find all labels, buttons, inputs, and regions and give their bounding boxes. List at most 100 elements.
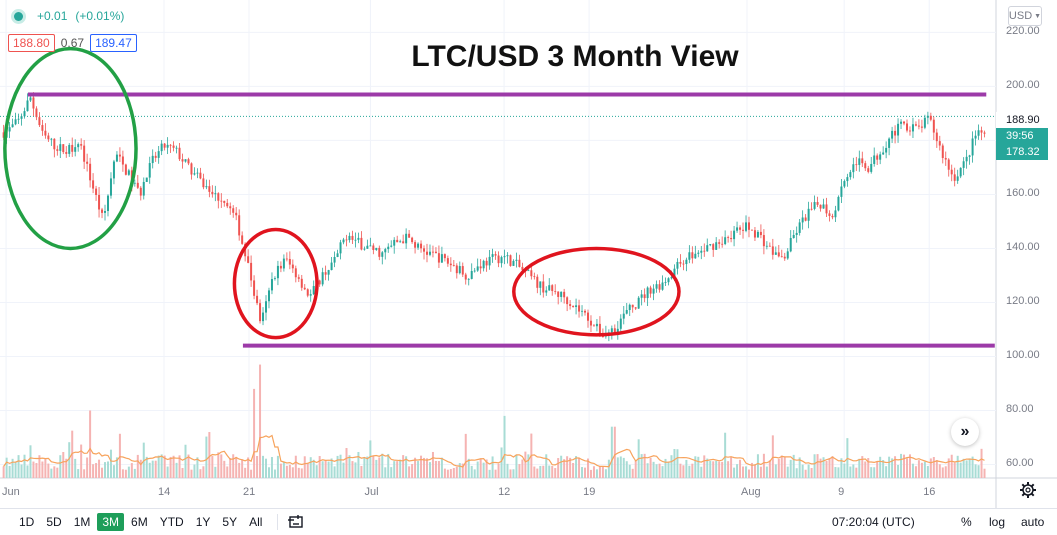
volume-bar <box>730 457 733 478</box>
volume-bar <box>715 460 718 478</box>
volume-bar <box>551 465 554 478</box>
candle-body <box>649 287 652 294</box>
candle-body <box>62 144 65 153</box>
range-button-all[interactable]: All <box>249 515 263 529</box>
candle-body <box>402 241 405 244</box>
candle-body <box>115 154 118 162</box>
buy-price-button[interactable]: 189.47 <box>90 34 137 52</box>
volume-bar <box>14 461 17 478</box>
candle-body <box>634 307 637 309</box>
volume-bar <box>840 458 843 478</box>
red-annotation-circle-2 <box>232 227 319 340</box>
volume-bar <box>166 466 169 478</box>
currency-select[interactable]: USD ▼ <box>1008 6 1042 26</box>
volume-bar <box>193 464 196 478</box>
candle-body <box>959 167 962 177</box>
candle-body <box>256 295 259 304</box>
candle-body <box>804 217 807 221</box>
volume-bar <box>47 463 50 478</box>
range-button-ytd[interactable]: YTD <box>159 515 184 529</box>
candle-body <box>586 312 589 321</box>
annotation-circles <box>3 46 681 340</box>
x-tick-label: 19 <box>583 486 596 498</box>
volume-bar <box>104 462 107 478</box>
candles <box>2 92 986 342</box>
candle-body <box>515 259 518 261</box>
sell-price-button[interactable]: 188.80 <box>8 34 55 52</box>
range-button-6m[interactable]: 6M <box>131 515 148 529</box>
log-scale-button[interactable]: log <box>989 515 1006 529</box>
gear-icon[interactable] <box>1018 480 1038 500</box>
volume-bar <box>267 467 270 478</box>
volume-bar <box>661 466 664 478</box>
auto-scale-button[interactable]: auto <box>1021 515 1045 529</box>
scroll-to-realtime-button[interactable]: » <box>951 418 979 446</box>
price-chart[interactable] <box>0 0 1057 508</box>
candle-body <box>616 328 619 333</box>
candle-body <box>676 261 679 269</box>
volume-bar <box>643 453 646 478</box>
candle-body <box>900 121 903 124</box>
volume-bar <box>607 459 610 478</box>
range-button-1y[interactable]: 1Y <box>195 515 211 529</box>
candle-body <box>518 259 521 267</box>
candle-body <box>250 262 253 281</box>
range-button-3m[interactable]: 3M <box>97 513 125 531</box>
candle-body <box>706 245 709 252</box>
range-button-1d[interactable]: 1D <box>19 515 35 529</box>
candle-body <box>238 215 241 236</box>
volume-bar <box>387 453 390 478</box>
volume-bar <box>676 449 679 478</box>
candle-body <box>211 191 214 195</box>
volume-bar <box>819 458 822 478</box>
volume-bar <box>68 442 71 478</box>
candle-body <box>360 237 363 250</box>
volume-bar <box>175 462 178 478</box>
candle-body <box>202 178 205 188</box>
candle-body <box>682 263 685 265</box>
range-button-5y[interactable]: 5Y <box>222 515 238 529</box>
volume-bar <box>121 469 124 478</box>
candle-body <box>858 158 861 165</box>
candle-body <box>175 147 178 149</box>
volume-bar <box>98 459 101 478</box>
candle-body <box>867 168 870 172</box>
candle-body <box>974 135 977 139</box>
candle-body <box>333 256 336 263</box>
volume-bar <box>458 463 461 478</box>
candle-body <box>965 156 968 162</box>
volume-bar <box>554 468 557 478</box>
candle-body <box>14 119 17 125</box>
volume-bar <box>339 454 342 478</box>
candle-body <box>539 281 542 288</box>
range-button-5d[interactable]: 5D <box>46 515 62 529</box>
candle-body <box>509 255 512 266</box>
compare-icon[interactable] <box>288 514 306 530</box>
candle-body <box>157 151 160 158</box>
candle-body <box>411 237 414 243</box>
candle-body <box>229 206 232 209</box>
volume-bar <box>118 433 121 478</box>
percent-scale-button[interactable]: % <box>961 515 972 529</box>
candle-body <box>971 138 974 156</box>
candle-body <box>339 242 342 254</box>
volume-bar <box>956 455 959 478</box>
candle-body <box>279 265 282 269</box>
candle-body <box>214 193 217 195</box>
volume-bar <box>402 455 405 478</box>
candle-body <box>74 147 77 152</box>
volume-bar <box>747 469 750 478</box>
volume-bar <box>202 466 205 478</box>
volume-bar <box>220 454 223 478</box>
volume-bar <box>688 465 691 478</box>
candle-body <box>742 229 745 231</box>
volume-bar <box>473 469 476 478</box>
volume-bar <box>753 464 756 478</box>
candle-body <box>533 276 536 278</box>
time-readout[interactable]: 07:20:04 (UTC) <box>832 515 915 529</box>
range-button-1m[interactable]: 1M <box>73 515 91 529</box>
volume-bar <box>214 466 217 478</box>
quote-row: 188.80 0.67 189.47 <box>8 34 137 52</box>
volume-bar <box>476 461 479 478</box>
volume-bar <box>604 469 607 478</box>
